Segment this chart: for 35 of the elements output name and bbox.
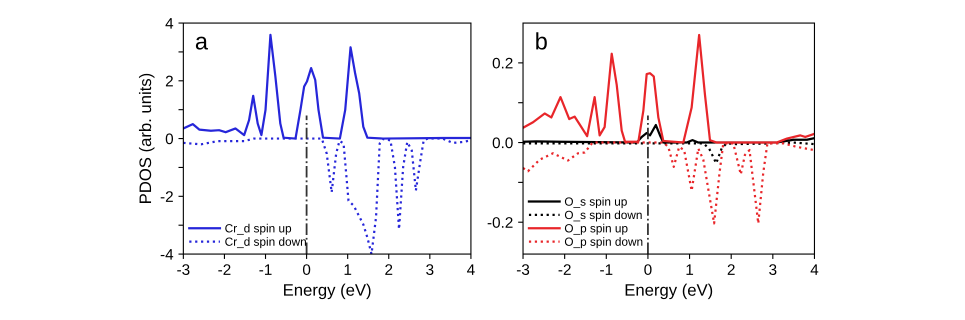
x-tick-label: 0 — [644, 264, 652, 276]
annotation: a — [196, 36, 208, 50]
legend-label: O_p spin down — [564, 237, 642, 248]
y-tick-label: 0.2 — [492, 58, 513, 69]
x-axis-title: Energy (eV) — [284, 284, 371, 300]
x-tick-label: 2 — [728, 264, 735, 275]
y-axis-title: PDOS (arb. units) — [138, 74, 154, 203]
x-tick-label: -3 — [516, 264, 530, 276]
y-tick-label: 2 — [166, 76, 173, 86]
y-tick-label: 0.0 — [492, 137, 513, 148]
x-tick-label: 4 — [467, 264, 475, 275]
x-axis-title: Energy (eV) — [626, 284, 712, 300]
x-tick-label: 2 — [385, 264, 392, 275]
legend-label: O_p spin up — [564, 224, 628, 235]
x-tick-label: 1 — [686, 264, 694, 275]
x-tick-label: -2 — [218, 264, 230, 275]
x-tick-label: 0 — [302, 264, 310, 276]
x-tick-label: 1 — [344, 264, 352, 275]
legend-label: O_s spin up — [564, 197, 627, 208]
x-tick-label: -1 — [600, 264, 612, 275]
y-tick-label: -0.2 — [488, 217, 513, 228]
annotation: b — [536, 32, 547, 50]
legend-label: O_s spin down — [564, 210, 642, 222]
x-tick-label: -1 — [259, 264, 272, 275]
y-tick-label: -4 — [160, 249, 174, 260]
legend-label: Cr_d spin up — [225, 224, 292, 235]
x-tick-label: 4 — [810, 264, 818, 275]
y-tick-label: -2 — [160, 191, 173, 202]
y-tick-label: 0 — [166, 133, 174, 144]
x-tick-label: -2 — [558, 264, 571, 275]
x-tick-label: 3 — [769, 264, 776, 276]
x-tick-label: -3 — [177, 264, 190, 276]
x-tick-label: 3 — [426, 264, 434, 276]
legend-label: Cr_d spin down — [225, 237, 306, 248]
y-tick-label: 4 — [165, 18, 174, 29]
